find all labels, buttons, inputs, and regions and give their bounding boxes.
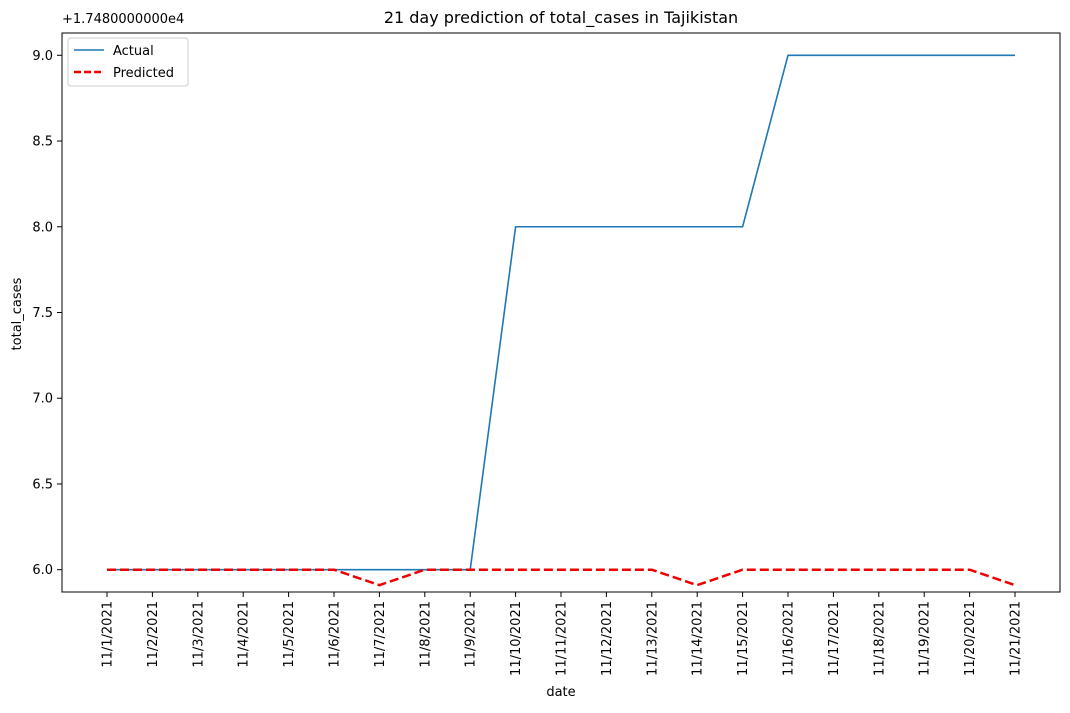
y-tick-label: 7.0 xyxy=(32,392,53,407)
y-tick-label: 6.5 xyxy=(32,477,53,492)
x-tick-label: 11/3/2021 xyxy=(191,601,206,668)
y-tick-label: 9.0 xyxy=(32,49,53,64)
legend-entry-predicted: Predicted xyxy=(113,66,174,81)
x-tick-label: 11/12/2021 xyxy=(600,601,615,676)
x-tick-label: 11/8/2021 xyxy=(418,601,433,668)
y-tick-label: 6.0 xyxy=(32,563,53,578)
chart-title: 21 day prediction of total_cases in Taji… xyxy=(384,8,738,28)
y-tick-label: 7.5 xyxy=(32,306,53,321)
x-tick-label: 11/5/2021 xyxy=(282,601,297,668)
x-axis-label: date xyxy=(546,685,575,700)
x-tick-label: 11/15/2021 xyxy=(736,601,751,676)
legend-entry-actual: Actual xyxy=(113,44,154,59)
x-tick-label: 11/4/2021 xyxy=(237,601,252,668)
x-tick-label: 11/20/2021 xyxy=(963,601,978,676)
x-tick-label: 11/7/2021 xyxy=(373,601,388,668)
y-axis-label: total_cases xyxy=(10,277,25,350)
x-tick-label: 11/10/2021 xyxy=(509,601,524,676)
x-tick-label: 11/14/2021 xyxy=(691,601,706,676)
legend: Actual Predicted xyxy=(68,38,188,86)
x-tick-label: 11/17/2021 xyxy=(827,601,842,676)
x-tick-label: 11/11/2021 xyxy=(555,601,570,676)
x-tick-label: 11/6/2021 xyxy=(328,601,343,668)
x-tick-label: 11/2/2021 xyxy=(146,601,161,668)
x-tick-label: 11/1/2021 xyxy=(101,601,116,668)
x-tick-label: 11/9/2021 xyxy=(464,601,479,668)
x-tick-label: 11/19/2021 xyxy=(918,601,933,676)
y-axis-offset-label: +1.7480000000e4 xyxy=(62,12,184,27)
x-tick-label: 11/16/2021 xyxy=(782,601,797,676)
y-tick-label: 8.5 xyxy=(32,135,53,150)
x-tick-label: 11/13/2021 xyxy=(645,601,660,676)
x-tick-label: 11/21/2021 xyxy=(1009,601,1024,676)
x-tick-label: 11/18/2021 xyxy=(872,601,887,676)
y-tick-label: 8.0 xyxy=(32,220,53,235)
